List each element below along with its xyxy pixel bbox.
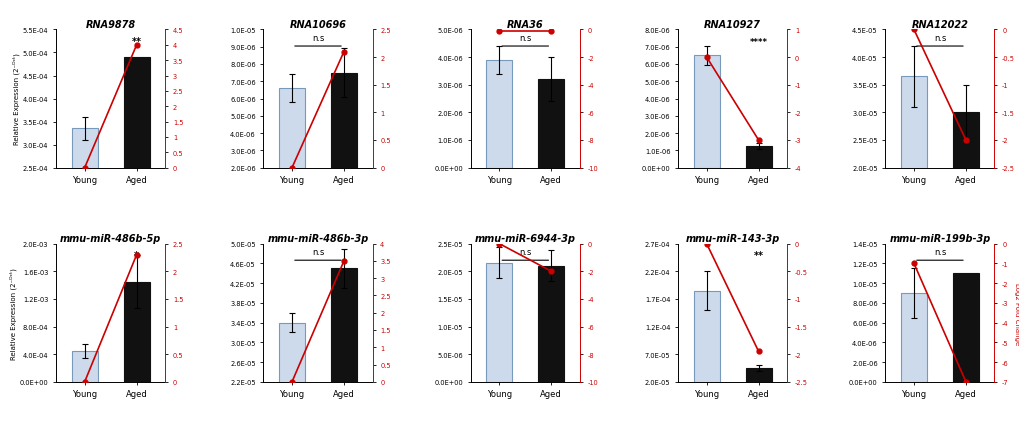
- Bar: [538, 266, 564, 382]
- Title: RNA12022: RNA12022: [911, 20, 967, 30]
- Text: n.s: n.s: [312, 247, 324, 256]
- Title: RNA36: RNA36: [506, 20, 543, 30]
- Text: n.s: n.s: [932, 34, 946, 43]
- Text: **: **: [131, 37, 142, 47]
- Text: n.s: n.s: [932, 247, 946, 256]
- Y-axis label: Log2 Fold Change: Log2 Fold Change: [1013, 282, 1019, 344]
- Text: n.s: n.s: [519, 247, 531, 256]
- Bar: [71, 351, 98, 382]
- Bar: [71, 129, 98, 283]
- Bar: [279, 89, 305, 203]
- Bar: [745, 147, 770, 168]
- Bar: [693, 291, 719, 393]
- Title: mmu-miR-486b-3p: mmu-miR-486b-3p: [267, 233, 368, 243]
- Bar: [693, 56, 719, 168]
- Title: RNA10696: RNA10696: [289, 20, 346, 30]
- Title: mmu-miR-143-3p: mmu-miR-143-3p: [685, 233, 779, 243]
- Text: n.s: n.s: [312, 34, 324, 43]
- Bar: [900, 293, 926, 382]
- Y-axis label: Relative Expression (2⁻ᴰᶜᵗ): Relative Expression (2⁻ᴰᶜᵗ): [9, 267, 17, 359]
- Title: mmu-miR-199b-3p: mmu-miR-199b-3p: [889, 233, 989, 243]
- Y-axis label: Relative Expression (2⁻ᴰᶜᵗ): Relative Expression (2⁻ᴰᶜᵗ): [12, 53, 20, 145]
- Text: n.s: n.s: [519, 34, 531, 43]
- Bar: [279, 323, 305, 434]
- Text: ****: ****: [749, 38, 767, 47]
- Bar: [486, 263, 512, 382]
- Text: **: **: [753, 250, 763, 260]
- Title: mmu-miR-486b-5p: mmu-miR-486b-5p: [60, 233, 161, 243]
- Title: mmu-miR-6944-3p: mmu-miR-6944-3p: [474, 233, 576, 243]
- Title: RNA9878: RNA9878: [86, 20, 136, 30]
- Title: RNA10927: RNA10927: [703, 20, 760, 30]
- Text: *: *: [135, 250, 139, 260]
- Bar: [486, 61, 512, 168]
- Bar: [900, 77, 926, 279]
- Bar: [952, 113, 978, 279]
- Bar: [538, 80, 564, 168]
- Bar: [745, 368, 770, 393]
- Bar: [330, 73, 357, 203]
- Bar: [123, 58, 150, 283]
- Bar: [123, 282, 150, 382]
- Bar: [952, 273, 978, 382]
- Bar: [330, 269, 357, 434]
